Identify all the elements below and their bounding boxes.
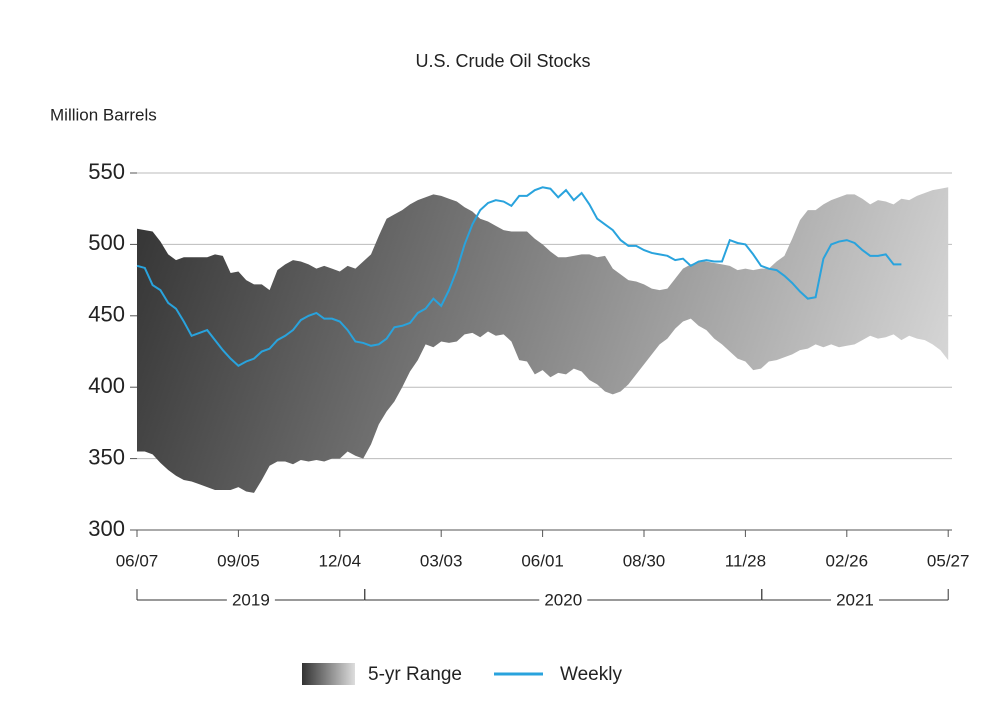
x-tick-label: 02/26 (826, 551, 869, 570)
y-tick-label: 400 (88, 373, 125, 398)
x-tick-label: 06/01 (521, 551, 564, 570)
legend-swatch (302, 663, 355, 685)
x-tick-label: 06/07 (116, 551, 159, 570)
x-tick-label: 08/30 (623, 551, 666, 570)
period-label-bg (830, 590, 879, 610)
y-tick-label: 350 (88, 444, 125, 469)
x-tick-label: 11/28 (725, 551, 766, 570)
period-label: 2019 (232, 590, 270, 609)
y-tick-label: 450 (88, 302, 125, 327)
x-tick-label: 12/04 (319, 551, 362, 570)
legend-label: Weekly (560, 664, 622, 685)
legend-label: 5-yr Range (368, 664, 462, 685)
weekly-line (136, 186, 902, 368)
x-tick-label: 03/03 (420, 551, 463, 570)
y-tick-label: 550 (88, 159, 125, 184)
period-label: 2021 (836, 590, 874, 609)
x-tick-label: 09/05 (217, 551, 260, 570)
chart-title: U.S. Crude Oil Stocks (415, 51, 590, 71)
y-axis-label: Million Barrels (50, 105, 157, 124)
period-label-bg (539, 590, 588, 610)
y-tick-label: 500 (88, 230, 125, 255)
y-tick-label: 300 (88, 516, 125, 541)
x-tick-label: 05/27 (927, 551, 970, 570)
range-band (137, 187, 949, 493)
period-label: 2020 (544, 590, 582, 609)
period-label-bg (226, 590, 275, 610)
